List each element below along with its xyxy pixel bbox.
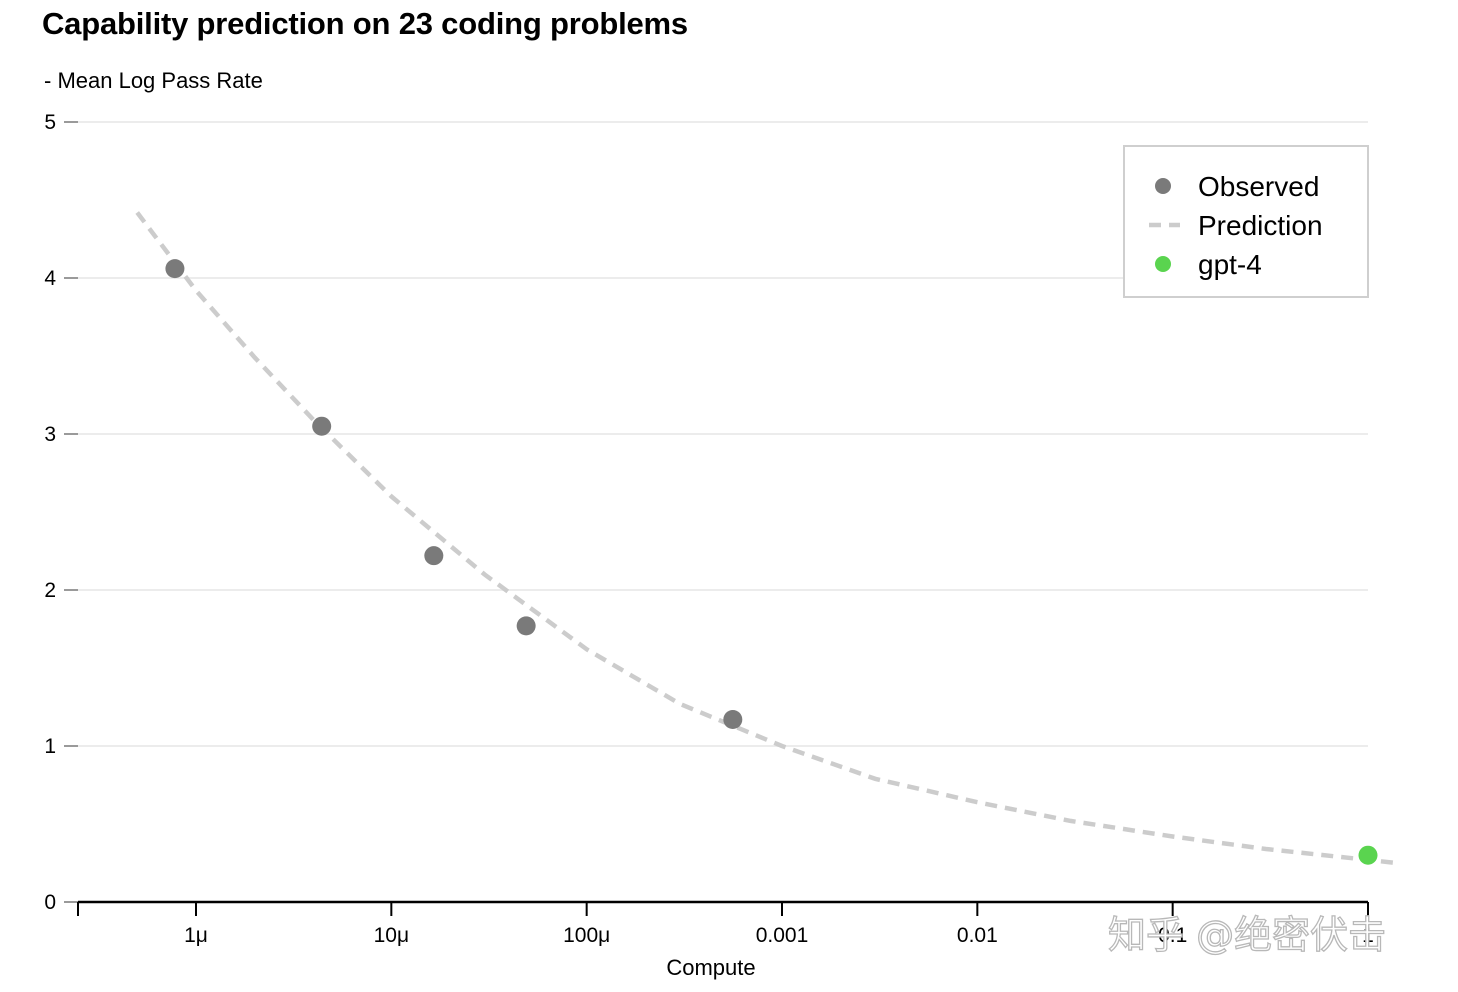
y-tick-label: 1: [44, 735, 56, 758]
observed-point: [424, 546, 444, 566]
legend-label: Observed: [1198, 171, 1319, 202]
x-tick-label: 1: [1362, 924, 1374, 947]
y-tick-label: 3: [44, 423, 56, 446]
x-axis-title: Compute: [666, 955, 755, 980]
x-tick-label: 100μ: [563, 924, 610, 947]
y-tick-label: 5: [44, 111, 56, 134]
series-layer: [135, 211, 1397, 866]
x-tick-label: 10μ: [374, 924, 409, 947]
y-tick-label: 2: [44, 579, 56, 602]
y-tick-label: 4: [44, 267, 56, 290]
y-tick-label: 0: [44, 891, 56, 914]
observed-point: [312, 416, 332, 436]
legend: Observed Prediction gpt-4: [1123, 145, 1369, 298]
observed-point: [516, 616, 536, 636]
legend-label: Prediction: [1198, 210, 1323, 241]
x-tick-label: 0.01: [957, 924, 998, 947]
legend-swatch-dot: [1155, 256, 1171, 272]
x-tick-label: 0.1: [1158, 924, 1187, 947]
prediction-line: [135, 211, 1397, 866]
legend-label: gpt-4: [1198, 249, 1262, 280]
observed-point: [723, 709, 743, 729]
legend-swatch-dot: [1155, 178, 1171, 194]
watermark-text: 知乎 @绝密伏击: [1108, 913, 1386, 957]
y-axis-label: - Mean Log Pass Rate: [44, 68, 263, 93]
x-tick-label: 0.001: [756, 924, 809, 947]
x-tick-label: 1μ: [184, 924, 208, 947]
x-axis: 1μ 10μ 100μ 0.001 0.01 0.1 1: [77, 900, 1374, 947]
observed-point: [165, 259, 185, 279]
legend-box: [1123, 145, 1369, 298]
chart-title: Capability prediction on 23 coding probl…: [42, 6, 688, 41]
gpt4-point: [1358, 845, 1378, 865]
y-axis: 0 1 2 3 4 5: [44, 111, 78, 914]
